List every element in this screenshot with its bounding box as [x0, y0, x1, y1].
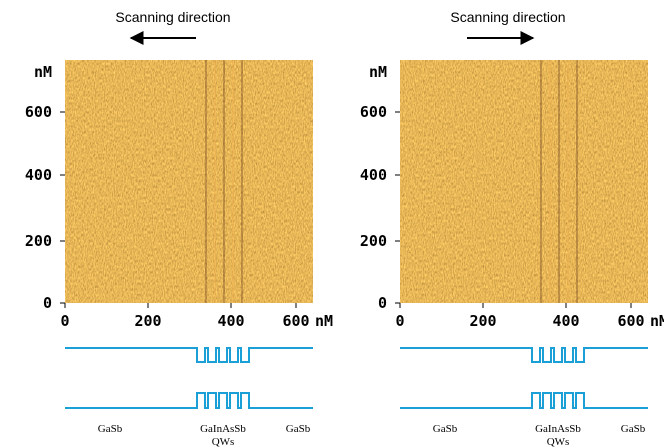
layer-label: GaSb — [98, 423, 123, 435]
y-tick-label: 600 — [25, 103, 52, 121]
afm-stripe — [214, 60, 216, 303]
y-tick-label: 0 — [43, 294, 52, 312]
x-tick-label: 0 — [395, 312, 404, 330]
x-unit: nM — [650, 312, 664, 330]
band-conduction — [400, 348, 648, 362]
x-tick-label: 200 — [134, 312, 161, 330]
y-tick-label: 600 — [360, 103, 387, 121]
x-tick-label: 400 — [217, 312, 244, 330]
x-tick-label: 600 — [617, 312, 644, 330]
x-tick-label: 400 — [552, 312, 579, 330]
layer-label: GaSb — [433, 423, 458, 435]
afm-image — [400, 60, 648, 303]
afm-stripe — [205, 60, 207, 303]
band-valence — [400, 393, 648, 408]
qw-label: GaInAsSb — [535, 423, 581, 435]
afm-stripe — [576, 60, 578, 303]
afm-stripe — [223, 60, 225, 303]
x-tick-label: 200 — [469, 312, 496, 330]
afm-stripe — [549, 60, 551, 303]
scan-label: Scanning direction — [115, 9, 230, 25]
layer-label: GaSb — [621, 423, 646, 435]
y-tick-label: 200 — [360, 232, 387, 250]
x-tick-label: 0 — [60, 312, 69, 330]
y-unit: nM — [34, 63, 52, 81]
y-tick-label: 400 — [25, 166, 52, 184]
y-unit: nM — [369, 63, 387, 81]
figure: Scanning directionnM60040020000200400600… — [0, 0, 664, 448]
y-tick-label: 400 — [360, 166, 387, 184]
y-tick-label: 0 — [378, 294, 387, 312]
qw-label: GaInAsSb — [200, 423, 246, 435]
layer-label: GaSb — [286, 423, 311, 435]
afm-stripe — [232, 60, 234, 303]
afm-stripe — [241, 60, 243, 303]
afm-stripe — [540, 60, 542, 303]
afm-stripe — [558, 60, 560, 303]
afm-stripe — [567, 60, 569, 303]
y-tick-label: 200 — [25, 232, 52, 250]
qw-sublabel: QWs — [547, 436, 570, 448]
x-tick-label: 600 — [282, 312, 309, 330]
x-unit: nM — [315, 312, 333, 330]
qw-sublabel: QWs — [212, 436, 235, 448]
band-conduction — [65, 348, 313, 362]
scan-label: Scanning direction — [450, 9, 565, 25]
afm-image — [65, 60, 313, 303]
band-valence — [65, 393, 313, 408]
